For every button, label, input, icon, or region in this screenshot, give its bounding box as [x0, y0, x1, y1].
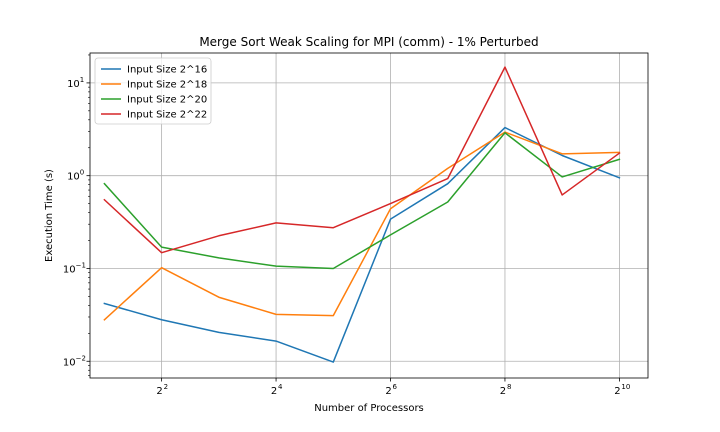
x-tick-label-exponent: 2	[164, 383, 168, 391]
y-tick-label: 10	[67, 172, 80, 183]
x-tick-label-exponent: 4	[278, 383, 283, 391]
legend-label: Input Size 2^16	[127, 65, 207, 76]
series-line-2	[103, 131, 621, 321]
x-tick-label-exponent: 10	[621, 383, 630, 391]
series-lines	[103, 66, 621, 363]
x-tick-label: 2	[500, 386, 506, 397]
x-tick-label: 2	[156, 386, 162, 397]
series-line-4	[103, 66, 621, 254]
x-tick-label-exponent: 6	[393, 383, 398, 391]
y-tick-label: 10	[63, 264, 76, 275]
legend-label: Input Size 2^22	[127, 110, 207, 121]
y-tick-label: 10	[63, 357, 76, 368]
legend-label: Input Size 2^18	[127, 80, 207, 91]
y-tick-label-exponent: −1	[76, 261, 86, 269]
x-tick-label-exponent: 8	[507, 383, 511, 391]
legend-box	[94, 57, 212, 125]
y-tick-label-exponent: 1	[80, 76, 84, 84]
x-tick-label: 2	[385, 386, 391, 397]
y-tick-label-exponent: 0	[80, 169, 84, 177]
chart-title: Merge Sort Weak Scaling for MPI (comm) -…	[199, 35, 538, 49]
series-line-3	[103, 132, 621, 270]
y-axis-label: Execution Time (s)	[44, 169, 55, 262]
plot-frame	[89, 52, 649, 379]
y-tick-label-exponent: −2	[76, 354, 86, 362]
x-tick-label: 2	[271, 386, 277, 397]
x-axis-label: Number of Processors	[314, 403, 424, 414]
x-tick-label: 2	[614, 386, 620, 397]
y-tick-label: 10	[67, 79, 80, 90]
legend: Input Size 2^16 Input Size 2^18 Input Size…	[94, 57, 212, 125]
legend-label: Input Size 2^20	[127, 95, 207, 106]
series-line-1	[103, 126, 621, 363]
